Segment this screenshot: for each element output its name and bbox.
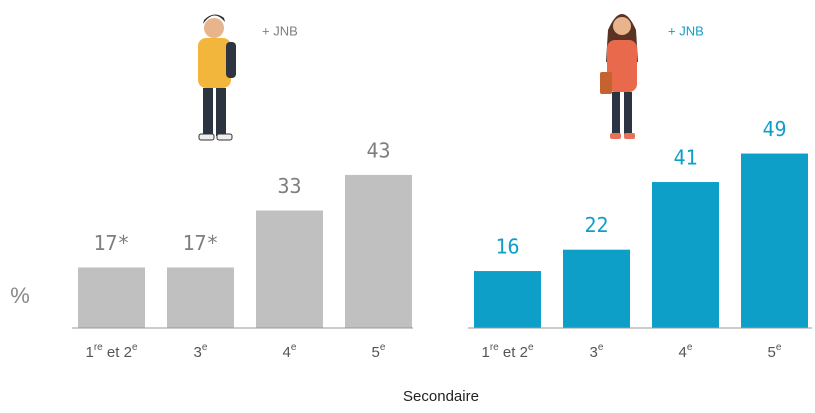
bar <box>167 267 234 328</box>
x-tick-label: 4e <box>679 342 693 361</box>
value-label: 41 <box>673 146 697 170</box>
x-tick-label: 5e <box>372 342 386 361</box>
bar <box>78 267 145 328</box>
annotation: + JNB <box>668 23 704 38</box>
bar <box>345 174 412 328</box>
value-label: 16 <box>495 235 519 259</box>
value-label: 22 <box>584 213 608 237</box>
value-label: 17* <box>93 231 129 255</box>
x-tick-label: 1re et 2e <box>481 342 533 361</box>
x-tick-label: 3e <box>590 342 604 361</box>
x-axis-title: Secondaire <box>403 388 479 405</box>
bar <box>563 249 630 328</box>
x-tick-label: 4e <box>283 342 297 361</box>
value-label: 43 <box>366 138 390 162</box>
value-label: 49 <box>762 117 786 141</box>
bar <box>474 271 541 328</box>
value-label: 33 <box>277 174 301 198</box>
boy-illustration <box>198 14 236 141</box>
x-tick-label: 3e <box>194 342 208 361</box>
bar <box>652 182 719 328</box>
bar <box>256 210 323 328</box>
annotation: + JNB <box>262 23 298 38</box>
girl-illustration <box>600 14 638 139</box>
bar <box>741 153 808 328</box>
value-label: 17* <box>182 231 218 255</box>
x-tick-label: 5e <box>768 342 782 361</box>
x-tick-label: 1re et 2e <box>85 342 137 361</box>
y-axis-label: % <box>10 283 30 308</box>
